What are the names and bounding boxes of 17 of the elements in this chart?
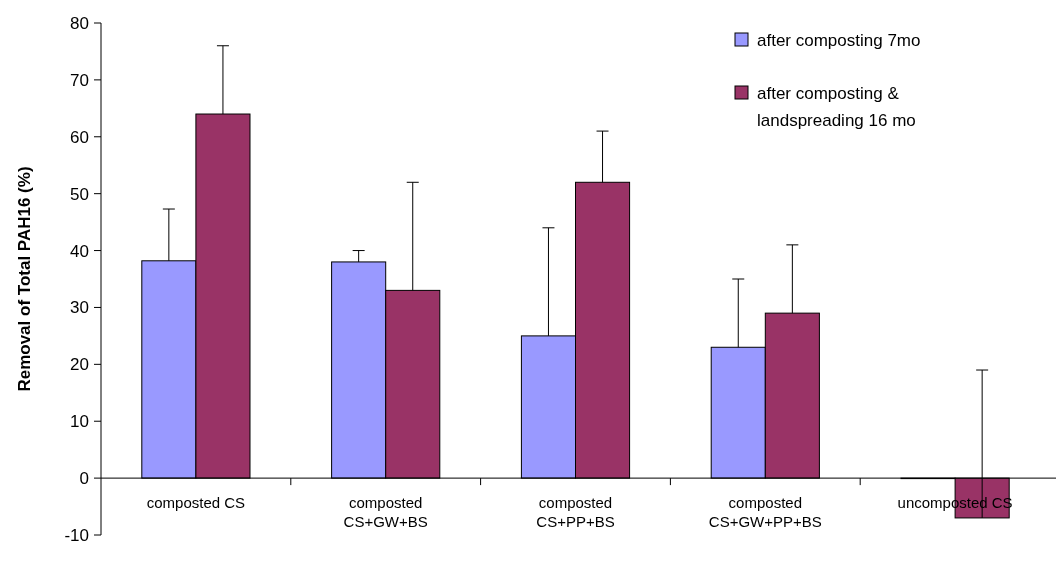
y-tick-label: 10 (70, 412, 89, 432)
y-axis-title: Removal of Total PAH16 (%) (15, 166, 34, 392)
y-tick-label: 50 (70, 184, 89, 204)
y-tick-label: 60 (70, 127, 89, 147)
y-tick-label: 30 (70, 298, 89, 318)
y-tick-label: -10 (64, 525, 89, 545)
legend-label: after composting 7mo (757, 30, 921, 50)
y-tick-label: 40 (70, 241, 89, 261)
x-tick-label: composted CS+PP+BS (536, 494, 615, 531)
y-tick-label: 80 (70, 13, 89, 33)
legend-label: after composting & landspreading 16 mo (757, 83, 916, 130)
x-tick-label: composted CS+GW+PP+BS (708, 494, 822, 531)
y-tick-label: 20 (70, 355, 89, 375)
y-tick-label: 70 (70, 70, 89, 90)
x-tick-label: composted CS+GW+BS (343, 494, 428, 531)
y-tick-label: 0 (79, 469, 89, 489)
x-tick-label: composted CS (146, 494, 246, 512)
